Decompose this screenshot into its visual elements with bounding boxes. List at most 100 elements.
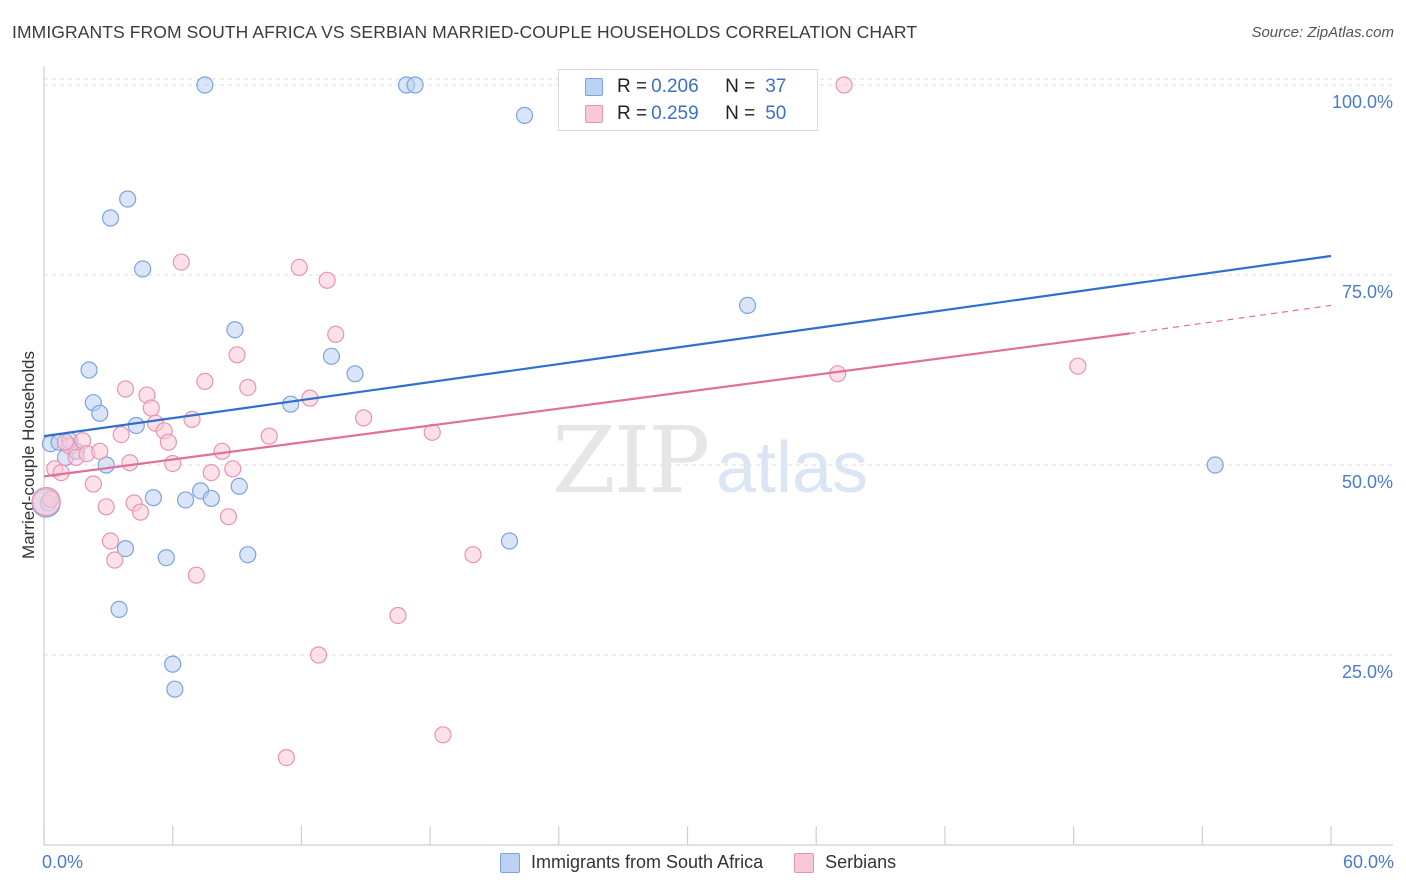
point-serbians <box>187 566 205 584</box>
point-serbians <box>1069 357 1087 375</box>
series-south-africa <box>31 76 1224 698</box>
y-tick-label: 75.0% <box>1342 282 1393 302</box>
point-serbians <box>219 508 238 526</box>
point-serbians <box>309 646 328 664</box>
point-serbians <box>31 486 61 517</box>
point-serbians <box>327 325 345 343</box>
legend-item-serbians[interactable]: Serbians <box>794 852 896 873</box>
point-south-africa <box>101 209 120 227</box>
trend-lines <box>43 254 1332 478</box>
chart-title: IMMIGRANTS FROM SOUTH AFRICA VS SERBIAN … <box>12 22 918 42</box>
point-serbians <box>106 551 124 569</box>
legend-r-value: 0.206 <box>651 76 699 97</box>
y-tick-label: 25.0% <box>1342 662 1393 682</box>
point-south-africa <box>226 321 244 339</box>
point-south-africa <box>176 491 195 509</box>
point-south-africa <box>157 549 175 567</box>
point-south-africa <box>127 416 145 435</box>
legend-label-south-africa: Immigrants from South Africa <box>531 852 764 872</box>
point-south-africa <box>91 404 109 422</box>
point-south-africa <box>110 600 128 619</box>
point-serbians <box>277 748 295 767</box>
x-tick-min: 0.0% <box>42 852 84 872</box>
point-south-africa <box>166 680 184 698</box>
point-serbians <box>434 726 452 744</box>
watermark: ZIP atlas <box>552 407 868 514</box>
legend-swatch-blue <box>500 852 520 873</box>
point-south-africa <box>119 190 137 208</box>
point-serbians <box>829 365 847 383</box>
legend-n-value: 37 <box>765 76 787 97</box>
point-serbians <box>290 258 308 276</box>
source-label: Source: ZipAtlas.com <box>1251 24 1394 41</box>
point-south-africa <box>1206 456 1224 474</box>
trend-line-serbians-extension <box>1129 304 1332 335</box>
point-serbians <box>260 427 278 445</box>
axes <box>43 66 1393 846</box>
point-serbians <box>835 76 853 94</box>
point-south-africa <box>282 395 300 413</box>
point-south-africa <box>196 76 214 94</box>
point-serbians <box>318 271 336 289</box>
point-serbians <box>202 464 220 482</box>
legend-item-south-africa[interactable]: Immigrants from South Africa <box>500 852 763 873</box>
point-south-africa <box>230 477 248 495</box>
point-south-africa <box>322 347 341 365</box>
point-serbians <box>121 454 139 472</box>
point-south-africa <box>116 539 135 558</box>
point-south-africa <box>144 489 162 507</box>
point-south-africa <box>500 532 519 550</box>
legend-row-serbians: R = 0.259 N = 50 <box>585 103 786 125</box>
point-serbians <box>91 442 109 460</box>
point-south-africa <box>134 260 152 278</box>
point-south-africa <box>738 296 757 314</box>
point-serbians <box>112 426 130 444</box>
point-serbians <box>228 346 246 364</box>
stats-legend: R = 0.206 N = 37 R = 0.259 N = 50 <box>558 69 818 131</box>
legend-r-label: R = <box>617 103 648 124</box>
grid-lines <box>44 78 1393 656</box>
point-serbians <box>172 253 190 271</box>
legend-label-serbians: Serbians <box>825 852 897 872</box>
legend-row-south-africa: R = 0.206 N = 37 <box>585 76 786 98</box>
point-south-africa <box>80 361 98 379</box>
x-tick-max: 60.0% <box>1342 852 1394 872</box>
point-serbians <box>239 378 257 397</box>
legend-swatch-pink <box>585 105 603 123</box>
point-south-africa <box>406 76 424 94</box>
watermark-atlas: atlas <box>716 428 868 508</box>
point-south-africa <box>164 655 182 673</box>
point-serbians <box>97 498 115 516</box>
legend-swatch-blue <box>585 78 603 96</box>
trend-line-serbians <box>43 332 1130 478</box>
point-serbians <box>142 399 160 417</box>
point-serbians <box>464 546 482 564</box>
watermark-zip: ZIP <box>552 407 708 514</box>
point-serbians <box>84 475 102 493</box>
point-serbians <box>159 433 178 451</box>
legend-n-label: N = <box>725 76 756 97</box>
point-south-africa <box>515 106 534 125</box>
point-south-africa <box>239 546 257 564</box>
y-tick-label: 50.0% <box>1342 472 1393 492</box>
point-serbians <box>101 532 120 550</box>
point-serbians <box>355 409 373 427</box>
point-serbians <box>56 433 75 451</box>
legend-r-value: 0.259 <box>651 103 699 124</box>
legend-n-value: 50 <box>765 103 787 124</box>
point-south-africa <box>202 489 220 508</box>
legend-n-label: N = <box>725 103 756 124</box>
trend-line-south-africa <box>43 254 1332 438</box>
point-south-africa <box>346 365 364 383</box>
point-serbians <box>389 606 407 625</box>
point-serbians <box>196 372 214 390</box>
y-tick-label: 100.0% <box>1332 92 1393 112</box>
legend-swatch-pink <box>794 852 815 873</box>
point-serbians <box>116 380 135 398</box>
legend-r-label: R = <box>617 76 648 97</box>
point-serbians <box>131 503 150 521</box>
y-tick-labels: 100.0% 75.0% 50.0% 25.0% <box>1332 92 1393 682</box>
series-legend: Immigrants from South Africa Serbians <box>500 852 927 873</box>
point-serbians <box>224 460 242 478</box>
